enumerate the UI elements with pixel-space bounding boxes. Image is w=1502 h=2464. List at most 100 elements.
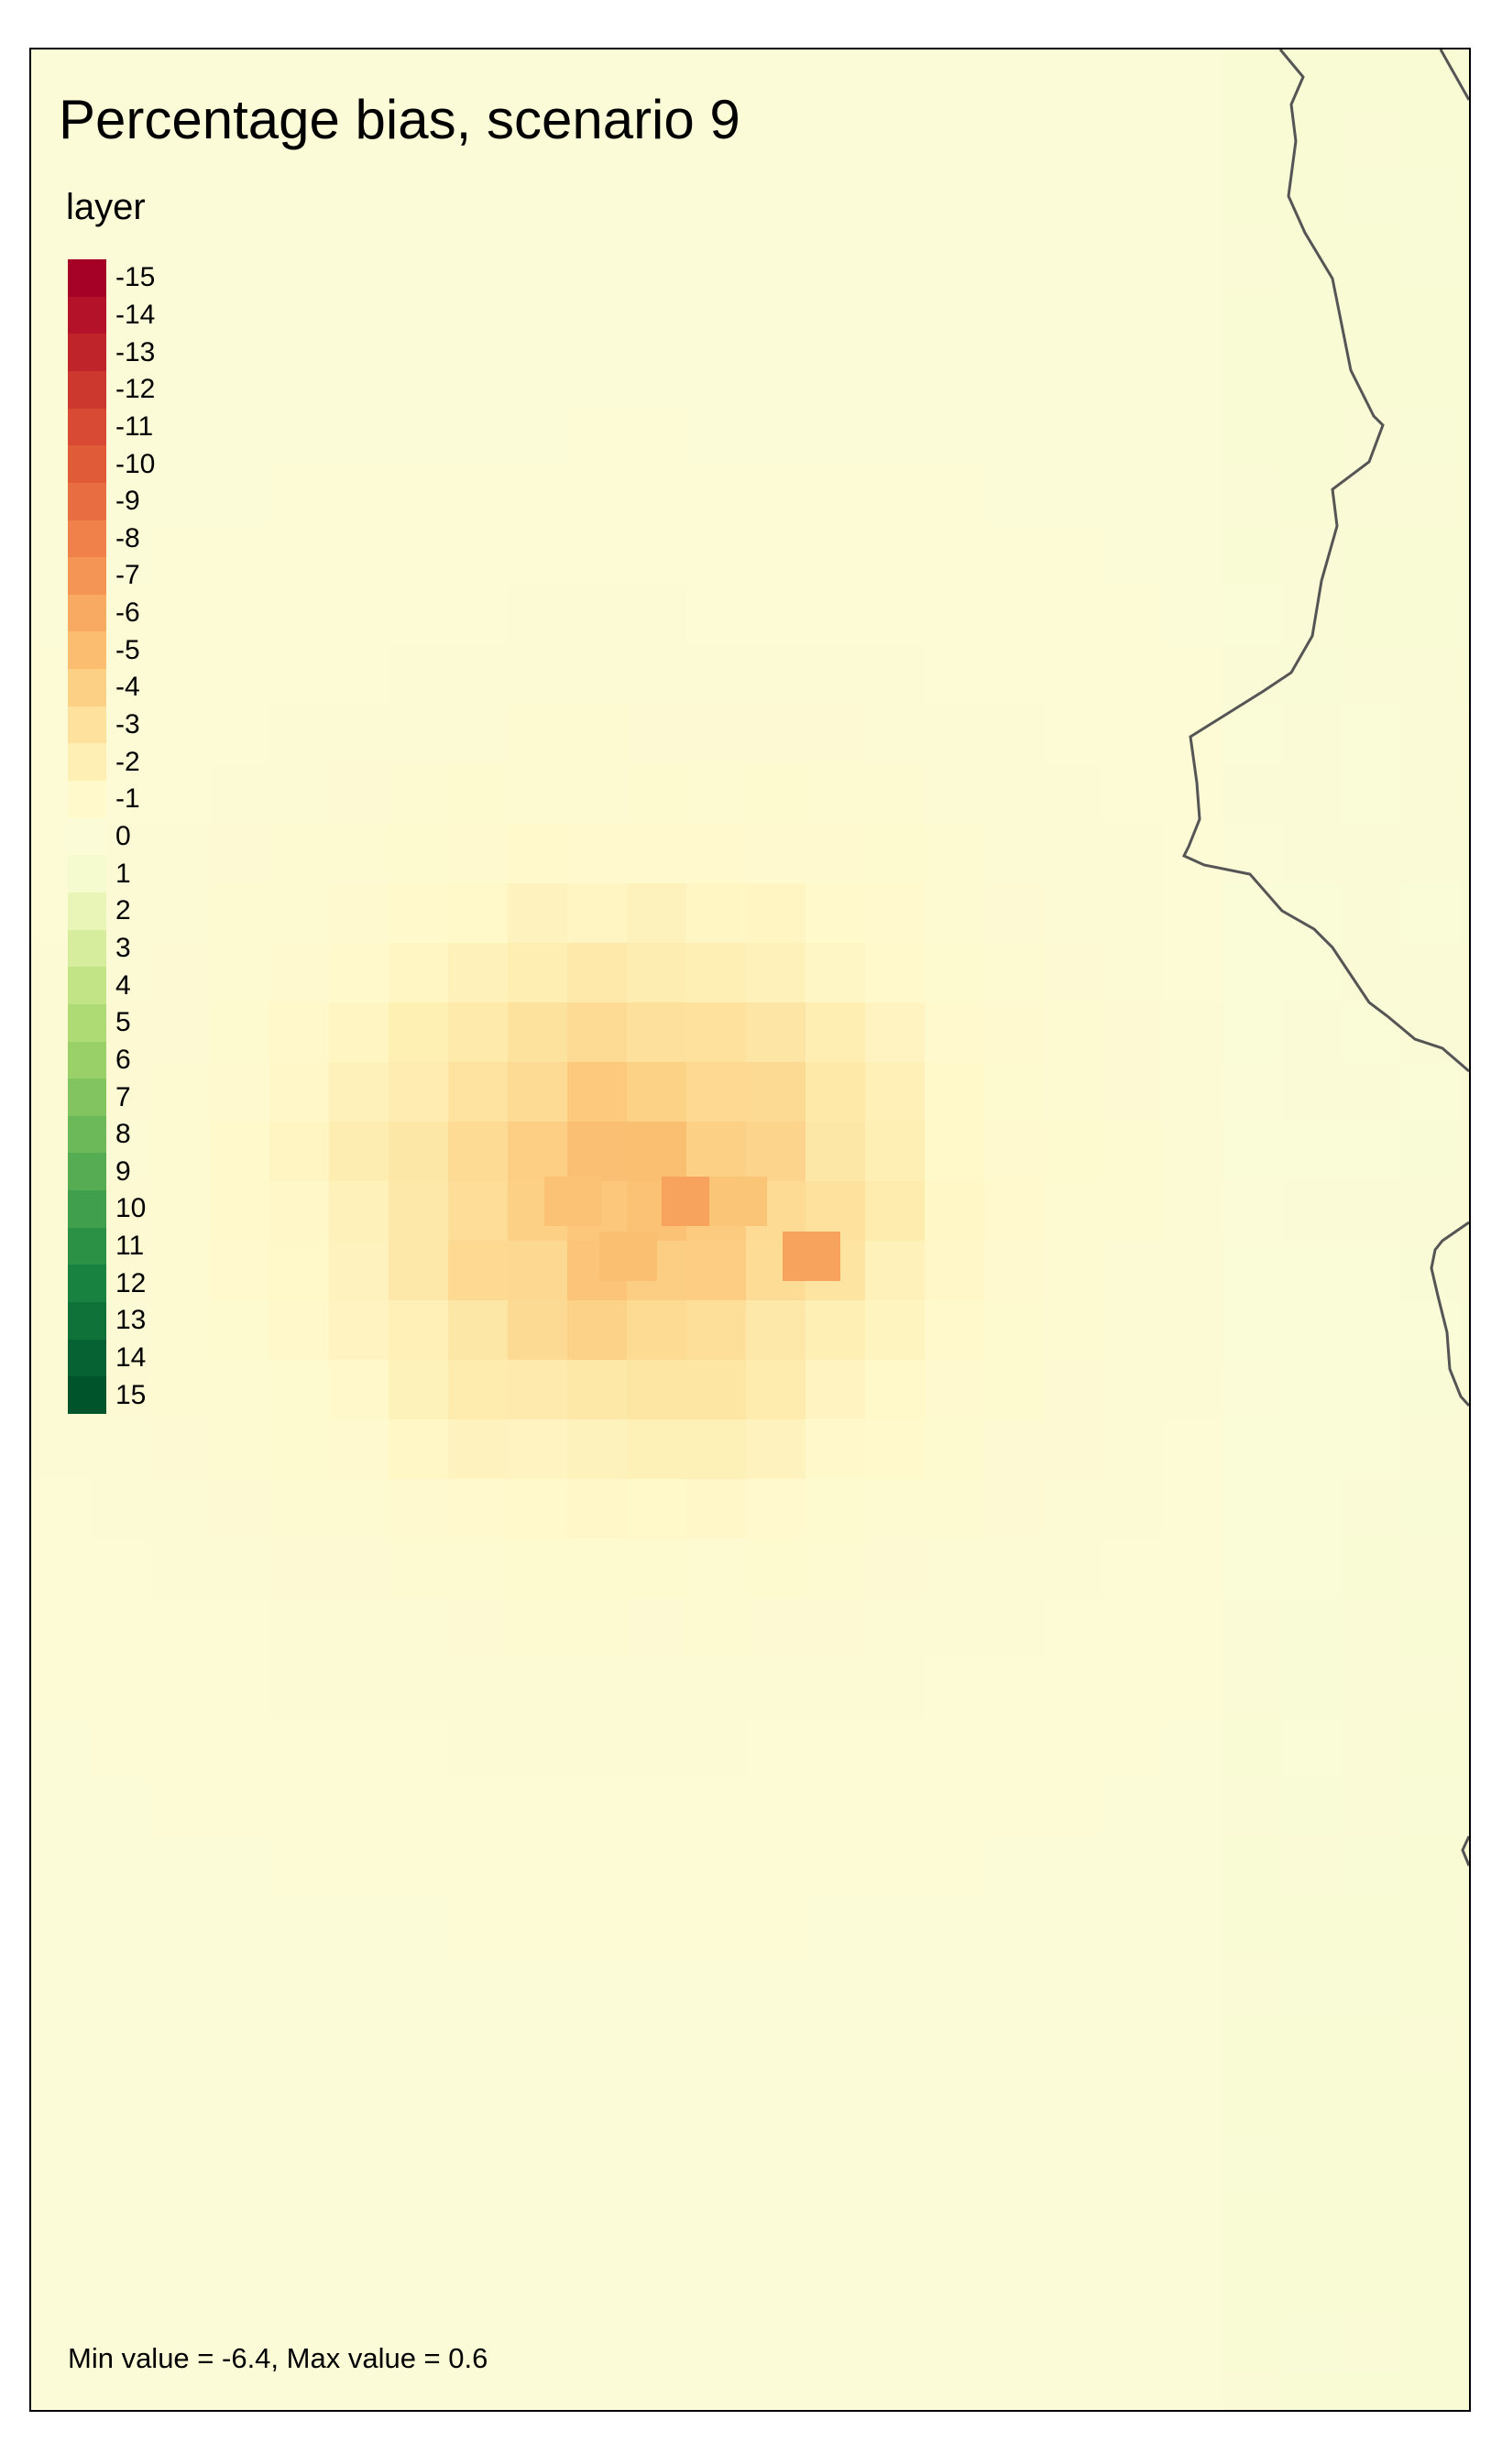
raster-cell <box>627 824 687 884</box>
raster-cell <box>210 943 270 1003</box>
raster-cell <box>746 824 806 884</box>
raster-cell <box>925 1002 985 1063</box>
raster-cell <box>1282 943 1343 1003</box>
raster-cell <box>150 228 211 289</box>
raster-cell <box>1461 2075 1469 2135</box>
raster-cell <box>150 1836 211 1897</box>
raster-cell <box>746 1419 806 1480</box>
raster-cell <box>150 1717 211 1778</box>
raster-cell <box>91 1896 151 1956</box>
raster-cell <box>1103 1122 1164 1182</box>
raster-cell <box>746 1062 806 1122</box>
raster-cell <box>1342 1181 1402 1242</box>
raster-cell <box>91 1598 151 1659</box>
raster-cell <box>269 1062 330 1122</box>
legend-swatch <box>68 967 106 1005</box>
raster-cell <box>984 824 1045 884</box>
raster-cell <box>1103 943 1164 1003</box>
raster-cell <box>1342 526 1402 586</box>
map-title: Percentage bias, scenario 9 <box>59 89 740 150</box>
raster-cell <box>865 1181 926 1242</box>
raster-cell <box>984 169 1045 229</box>
raster-cell <box>925 1241 985 1301</box>
raster-cell <box>329 1241 389 1301</box>
raster-cell <box>627 347 687 408</box>
legend-label: -4 <box>115 672 140 703</box>
raster-cell <box>1282 645 1343 706</box>
raster-cell <box>865 1598 926 1659</box>
legend-swatch <box>68 929 106 968</box>
raster-cell <box>686 1122 747 1182</box>
raster-cell <box>806 1658 866 1718</box>
raster-cell <box>91 109 151 170</box>
raster-cell <box>925 2194 985 2254</box>
raster-cell <box>984 586 1045 646</box>
raster-cell <box>1044 109 1104 170</box>
raster-cell <box>1044 705 1104 765</box>
raster-cell <box>567 1360 628 1420</box>
raster-cell <box>508 1419 568 1480</box>
raster-cell <box>984 2015 1045 2075</box>
raster-cell <box>627 228 687 289</box>
raster-cell <box>1282 1658 1343 1718</box>
raster-cell <box>925 407 985 467</box>
raster-cell <box>329 1777 389 1837</box>
raster-cell <box>567 2372 628 2410</box>
raster-cell <box>210 2075 270 2135</box>
raster-cell <box>329 705 389 765</box>
raster-cell <box>1044 1419 1104 1480</box>
raster-cell <box>269 1122 330 1182</box>
raster-cell <box>150 1360 211 1420</box>
raster-cell <box>627 2075 687 2135</box>
legend-label: -8 <box>115 522 140 553</box>
raster-cell <box>448 466 509 527</box>
raster-cell <box>389 1896 449 1956</box>
raster-cell <box>389 1598 449 1659</box>
raster-cell <box>865 1717 926 1778</box>
raster-cell <box>31 1955 92 2016</box>
raster-cell <box>925 1777 985 1837</box>
raster-cell <box>389 1777 449 1837</box>
raster-cell <box>1401 526 1462 586</box>
raster-cell <box>1103 2134 1164 2195</box>
raster-cell <box>1103 228 1164 289</box>
raster-cell <box>567 2194 628 2254</box>
raster-cell <box>1342 2372 1402 2410</box>
coastline-outline <box>1181 49 1469 1073</box>
raster-cell <box>31 2194 92 2254</box>
raster-cell <box>329 1539 389 1599</box>
legend-swatch <box>68 1339 106 1377</box>
raster-cell <box>865 407 926 467</box>
raster-cell <box>1222 526 1283 586</box>
raster-cell <box>567 943 628 1003</box>
raster-cell <box>1461 2313 1469 2373</box>
raster-cell <box>686 1002 747 1063</box>
raster-cell <box>567 2134 628 2195</box>
raster-cell <box>150 1955 211 2016</box>
raster-cell <box>1163 1658 1223 1718</box>
raster-cell <box>627 1777 687 1837</box>
legend-label: -1 <box>115 783 140 815</box>
raster-cell <box>1222 1539 1283 1599</box>
raster-cell <box>567 2253 628 2314</box>
raster-cell <box>1044 943 1104 1003</box>
raster-cell <box>806 2253 866 2314</box>
raster-cell <box>269 1300 330 1361</box>
raster-cell <box>925 943 985 1003</box>
raster-cell <box>1103 407 1164 467</box>
raster-cell <box>865 1479 926 1539</box>
raster-cell <box>686 1241 747 1301</box>
raster-cell <box>150 1181 211 1242</box>
raster-cell <box>1163 1955 1223 2016</box>
raster-cell <box>1163 943 1223 1003</box>
raster-cell <box>508 824 568 884</box>
raster-cell <box>269 2075 330 2135</box>
raster-cell <box>1342 586 1402 646</box>
raster-cell <box>508 1002 568 1063</box>
raster-cell <box>1044 1717 1104 1778</box>
raster-cell <box>567 1122 628 1182</box>
raster-cell <box>1163 2075 1223 2135</box>
raster-cell <box>1103 1300 1164 1361</box>
raster-cell <box>1222 705 1283 765</box>
raster-cell <box>1401 288 1462 348</box>
